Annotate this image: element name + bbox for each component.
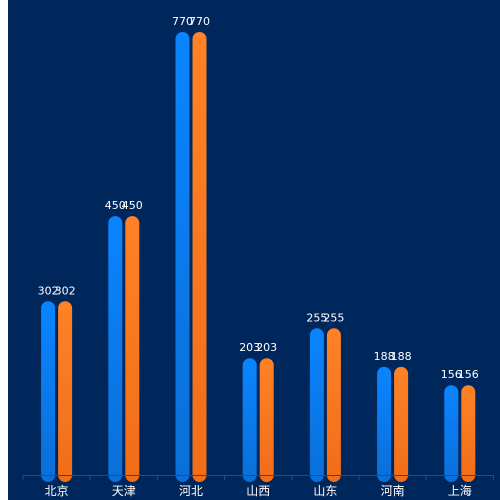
category-tick-label: 河南 [381,483,405,498]
category-tick-label: 天津 [112,484,136,498]
bar-value-label: 203 [256,341,277,354]
bar-value-label: 450 [122,199,143,212]
bar-value-label: 255 [306,311,327,324]
category-tick-label: 北京 [45,484,69,498]
category-tick-label: 河北 [179,484,203,498]
bar-orange [461,385,476,482]
category-tick-label: 上海 [448,483,472,498]
bar-value-label: 188 [374,350,395,363]
bar-blue [377,366,392,482]
bar-value-label: 255 [323,311,344,324]
bar-orange [326,328,341,482]
bar-orange [192,32,207,482]
bar-blue [242,358,257,482]
category-labels-layer: 北京 天津 河北 山西 山东 河南 上海 [45,483,472,498]
bar-value-label: 302 [38,284,59,297]
bar-value-label: 188 [391,350,412,363]
bar-orange [125,216,140,483]
category-tick-label: 山西 [246,484,270,498]
bar-blue [175,32,190,482]
bar-value-label: 156 [458,368,479,381]
category-tick-label: 山东 [313,484,337,498]
bar-value-label: 203 [239,341,260,354]
bars-layer [41,32,476,483]
bar-value-label: 770 [172,15,193,28]
bar-value-label: 770 [189,15,210,28]
bar-blue [41,301,56,482]
bar-orange [259,358,274,482]
bar-blue [108,216,123,483]
bar-value-label: 156 [441,368,462,381]
chart-panel: 302 302 450 450 770 770 203 203 255 255 188 188 156 1… [8,0,500,500]
bar-value-label: 450 [105,199,126,212]
ticks-layer [22,475,494,480]
bar-orange [58,301,73,482]
bar-value-label: 302 [55,284,76,297]
bar-blue [444,385,459,482]
bar-blue [309,328,324,482]
bar-orange [394,366,409,482]
